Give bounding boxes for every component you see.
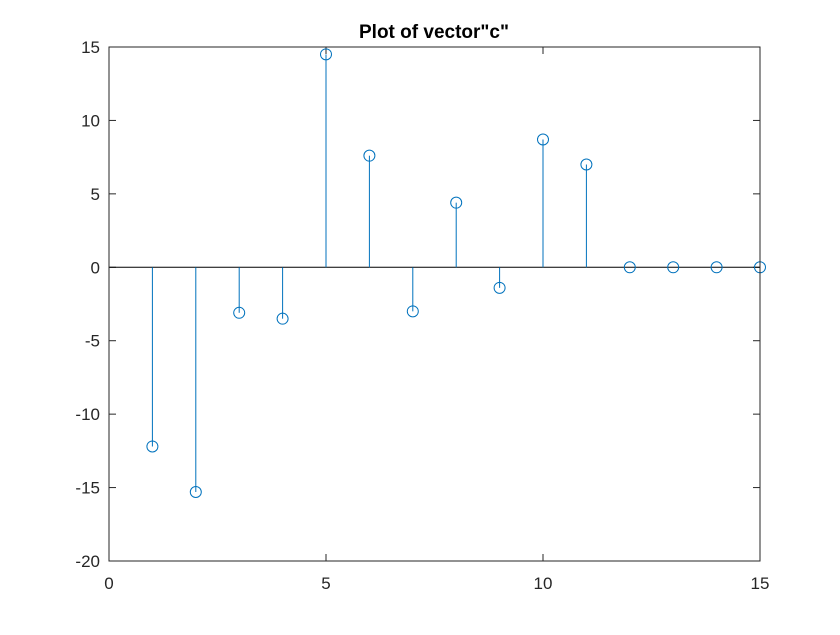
- axes-background: [109, 47, 760, 561]
- stem-marker-2: [189, 485, 202, 498]
- x-tick-label-2: 10: [534, 574, 553, 593]
- x-tick-label-3: 15: [751, 574, 770, 593]
- stem-marker-12: [623, 261, 636, 274]
- y-axis-tick-labels: -20 -15 -10 -5 0 5 10 15: [75, 38, 100, 571]
- stem-marker-11: [580, 158, 593, 171]
- y-tick-label-4: 0: [91, 258, 100, 277]
- stem-marker-1: [146, 440, 159, 453]
- stem-marker-5: [320, 48, 332, 61]
- x-axis-tick-labels: 0 5 10 15: [104, 574, 769, 593]
- y-tick-label-1: -15: [75, 479, 100, 498]
- x-tick-label-0: 0: [104, 574, 113, 593]
- y-tick-label-6: 10: [81, 111, 100, 130]
- stem-marker-9: [493, 281, 506, 294]
- x-tick-label-1: 5: [321, 574, 330, 593]
- y-tick-label-5: 5: [91, 185, 100, 204]
- stem-markers: [146, 48, 766, 498]
- chart-title: Plot of vector"c": [359, 22, 509, 43]
- stem-marker-7: [406, 305, 419, 318]
- y-tick-label-3: -5: [85, 332, 100, 351]
- stem-marker-6: [363, 149, 376, 162]
- stem-marker-4: [276, 312, 289, 325]
- stem-marker-3: [233, 306, 246, 319]
- stem-marker-13: [667, 261, 680, 274]
- axes: 0 5 10 15 -20 -15 -10 -5 0 5 10 15: [75, 38, 769, 593]
- y-tick-label-2: -10: [75, 405, 100, 424]
- axes-box: [108, 46, 761, 562]
- y-tick-label-0: -20: [75, 552, 100, 571]
- stem-lines: [151, 54, 587, 492]
- stem-marker-10: [537, 133, 549, 146]
- stem-marker-8: [450, 196, 463, 209]
- stem-marker-14: [710, 261, 723, 274]
- y-tick-label-7: 15: [81, 38, 100, 57]
